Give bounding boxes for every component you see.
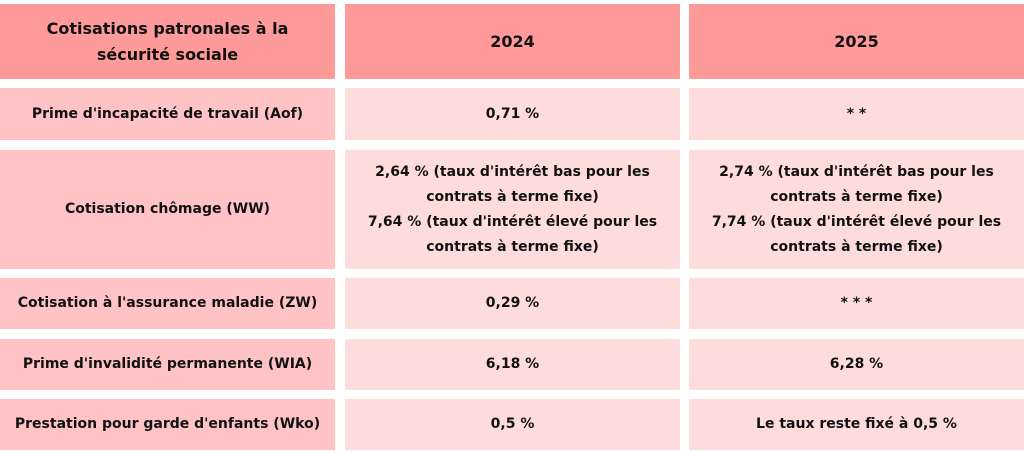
header-year-2025: 2025 (689, 4, 1024, 79)
row-label-ww: Cotisation chômage (WW) (0, 150, 335, 269)
cell-aof-2024: 0,71 % (345, 88, 680, 140)
cell-aof-2024-text: 0,71 % (485, 105, 540, 122)
cell-ww-2024-line-4: contrats à terme fixe) (426, 238, 599, 255)
header-year-2025-text: 2025 (834, 31, 879, 51)
row-label-wia-text: Prime d'invalidité permanente (WIA) (22, 356, 313, 372)
cell-ww-2024-line-1: 2,64 % (taux d'intérêt bas pour les (375, 163, 650, 180)
cell-wia-2025-text: 6,28 % (829, 356, 884, 372)
row-label-aof-text: Prime d'incapacité de travail (Aof) (31, 105, 304, 122)
cell-ww-2025-line-1: 2,74 % (taux d'intérêt bas pour les (719, 163, 994, 180)
header-contributions: Cotisations patronales à la sécurité soc… (0, 4, 335, 79)
cell-zw-2025-text: * * * (840, 295, 873, 311)
header-contributions-text: Cotisations patronales à la sécurité soc… (46, 18, 289, 64)
row-label-wia: Prime d'invalidité permanente (WIA) (0, 339, 335, 390)
row-label-wko-text: Prestation pour garde d'enfants (Wko) (14, 416, 321, 432)
cell-wko-2024-text: 0,5 % (490, 416, 535, 432)
cell-wia-2025: 6,28 % (689, 339, 1024, 390)
row-label-ww-text: Cotisation chômage (WW) (64, 201, 271, 217)
cell-wia-2024: 6,18 % (345, 339, 680, 390)
cell-zw-2025: * * * (689, 278, 1024, 329)
row-label-aof: Prime d'incapacité de travail (Aof) (0, 88, 335, 140)
cell-aof-2025-text: * * (846, 105, 867, 122)
cell-ww-2024-line-2: contrats à terme fixe) (426, 188, 599, 205)
cell-wia-2024-text: 6,18 % (485, 356, 540, 372)
header-year-2024-text: 2024 (490, 31, 535, 51)
cell-zw-2024: 0,29 % (345, 278, 680, 329)
cell-ww-2025-line-4: contrats à terme fixe) (770, 238, 943, 255)
cell-ww-2025-line-2: contrats à terme fixe) (770, 188, 943, 205)
cell-ww-2025: 2,74 % (taux d'intérêt bas pour les cont… (689, 150, 1024, 269)
row-label-zw-text: Cotisation à l'assurance maladie (ZW) (17, 295, 318, 311)
cell-ww-2024-line-3: 7,64 % (taux d'intérêt élevé pour les (367, 213, 658, 230)
cell-ww-2024: 2,64 % (taux d'intérêt bas pour les cont… (345, 150, 680, 269)
header-year-2024: 2024 (345, 4, 680, 79)
cell-wko-2025-text: Le taux reste fixé à 0,5 % (756, 416, 957, 432)
cell-aof-2025: * * (689, 88, 1024, 140)
cell-ww-2025-line-3: 7,74 % (taux d'intérêt élevé pour les (711, 213, 1002, 230)
cell-wko-2025: Le taux reste fixé à 0,5 % (689, 399, 1024, 450)
row-label-zw: Cotisation à l'assurance maladie (ZW) (0, 278, 335, 329)
cell-wko-2024: 0,5 % (345, 399, 680, 450)
row-label-wko: Prestation pour garde d'enfants (Wko) (0, 399, 335, 450)
cell-zw-2024-text: 0,29 % (485, 295, 540, 311)
